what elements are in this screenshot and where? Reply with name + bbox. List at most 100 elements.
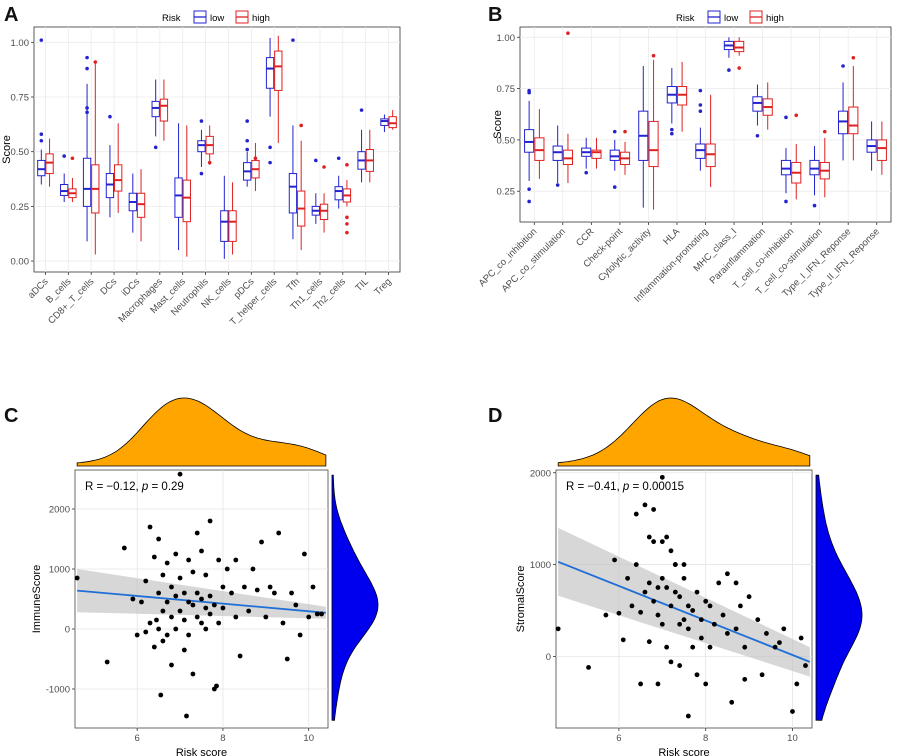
box-high-Th2_cells [342, 180, 352, 207]
data-point [638, 609, 644, 615]
data-point [156, 536, 162, 542]
data-point [620, 637, 626, 643]
data-point [742, 644, 748, 650]
data-point [203, 605, 209, 611]
data-point [642, 589, 648, 595]
data-point [733, 580, 739, 586]
data-point [151, 554, 157, 560]
outlier-point [527, 90, 531, 95]
y-tick-label: 0.50 [11, 147, 30, 158]
box-iqr [609, 149, 620, 161]
box-iqr [734, 40, 745, 53]
data-point [173, 593, 179, 599]
marginal-density-x [557, 397, 811, 467]
legend-label-low: low [210, 13, 224, 24]
x-axis-title: Risk score [658, 747, 709, 756]
box-low-Type_I_IFN_Reponse [837, 82, 849, 161]
box-high-T_cell_co-inhibition [791, 144, 802, 200]
data-point [638, 681, 644, 687]
box-iqr [82, 157, 92, 207]
outlier-point [39, 138, 44, 143]
box-low-Tfh [288, 125, 298, 240]
outlier-point [345, 230, 349, 235]
data-point [211, 602, 217, 608]
outlier-point [39, 132, 44, 136]
data-point [716, 580, 722, 586]
legend-label-high: high [252, 13, 270, 24]
data-point [310, 584, 316, 590]
data-point [677, 621, 683, 627]
box-iqr [809, 159, 820, 176]
data-point [271, 590, 277, 596]
box-low-NK_cells [220, 175, 229, 259]
data-point [798, 635, 804, 641]
data-point [160, 572, 166, 578]
outlier-point [784, 199, 788, 204]
box-iqr [114, 164, 123, 192]
points [555, 474, 808, 719]
legend: Risk low high [162, 10, 270, 24]
legend-label-low: low [724, 13, 738, 24]
data-point [147, 524, 153, 530]
data-point [233, 557, 239, 563]
data-point [207, 611, 213, 617]
data-point [724, 631, 730, 636]
box-iqr [288, 173, 298, 214]
data-point [158, 692, 164, 698]
data-point [220, 605, 226, 611]
data-point [169, 662, 174, 668]
box-iqr [848, 106, 859, 135]
data-point [254, 587, 260, 593]
x-tick-label: TIL [353, 276, 370, 293]
correlation-annotation: R = −0.12, p = 0.29 [85, 481, 184, 493]
box-iqr [705, 143, 716, 168]
x-tick-label: DCs [98, 276, 119, 297]
data-point [229, 590, 234, 596]
data-point [121, 545, 127, 551]
outlier-point [85, 55, 89, 60]
legend-title: Risk [162, 13, 181, 24]
box-low-Th1_cells [311, 193, 320, 224]
series-low [524, 37, 877, 208]
data-point [177, 471, 183, 477]
data-point [685, 603, 691, 609]
data-point [199, 548, 204, 554]
outlier-point [207, 160, 212, 165]
outlier-point [345, 215, 349, 220]
x-tick-label: HLA [661, 226, 682, 247]
series-high [45, 35, 397, 257]
data-point [214, 683, 219, 689]
outlier-point [345, 222, 349, 226]
data-point [603, 612, 609, 618]
y-tick-label: 1000 [530, 560, 551, 571]
data-point [194, 590, 200, 596]
data-point [707, 644, 713, 650]
y-tick-label: -1000 [46, 685, 70, 696]
data-point [655, 681, 661, 687]
box-high-Type_I_IFN_Reponse [848, 66, 859, 161]
data-point [143, 629, 149, 635]
marginal-density-y [815, 474, 863, 721]
data-point [199, 620, 204, 626]
box-high-Cytolytic_activity [648, 59, 659, 210]
box-iqr [151, 100, 160, 118]
data-point [250, 566, 256, 572]
box-low-CD8+_T_cells [82, 83, 92, 242]
x-axis-title: Risk score [176, 747, 227, 756]
box-low-TIL [357, 129, 366, 183]
data-point [302, 551, 307, 557]
data-point [642, 502, 648, 508]
data-point [186, 599, 192, 605]
data-point [181, 617, 187, 623]
data-point [586, 665, 591, 670]
y-tick-label: 1.00 [497, 33, 516, 44]
data-point [154, 617, 159, 623]
data-point [169, 584, 174, 590]
series-high [534, 31, 887, 210]
box-low-Cytolytic_activity [638, 66, 649, 208]
data-point [646, 639, 652, 645]
data-point [690, 608, 696, 613]
data-point [681, 562, 687, 567]
data-point [703, 598, 709, 604]
